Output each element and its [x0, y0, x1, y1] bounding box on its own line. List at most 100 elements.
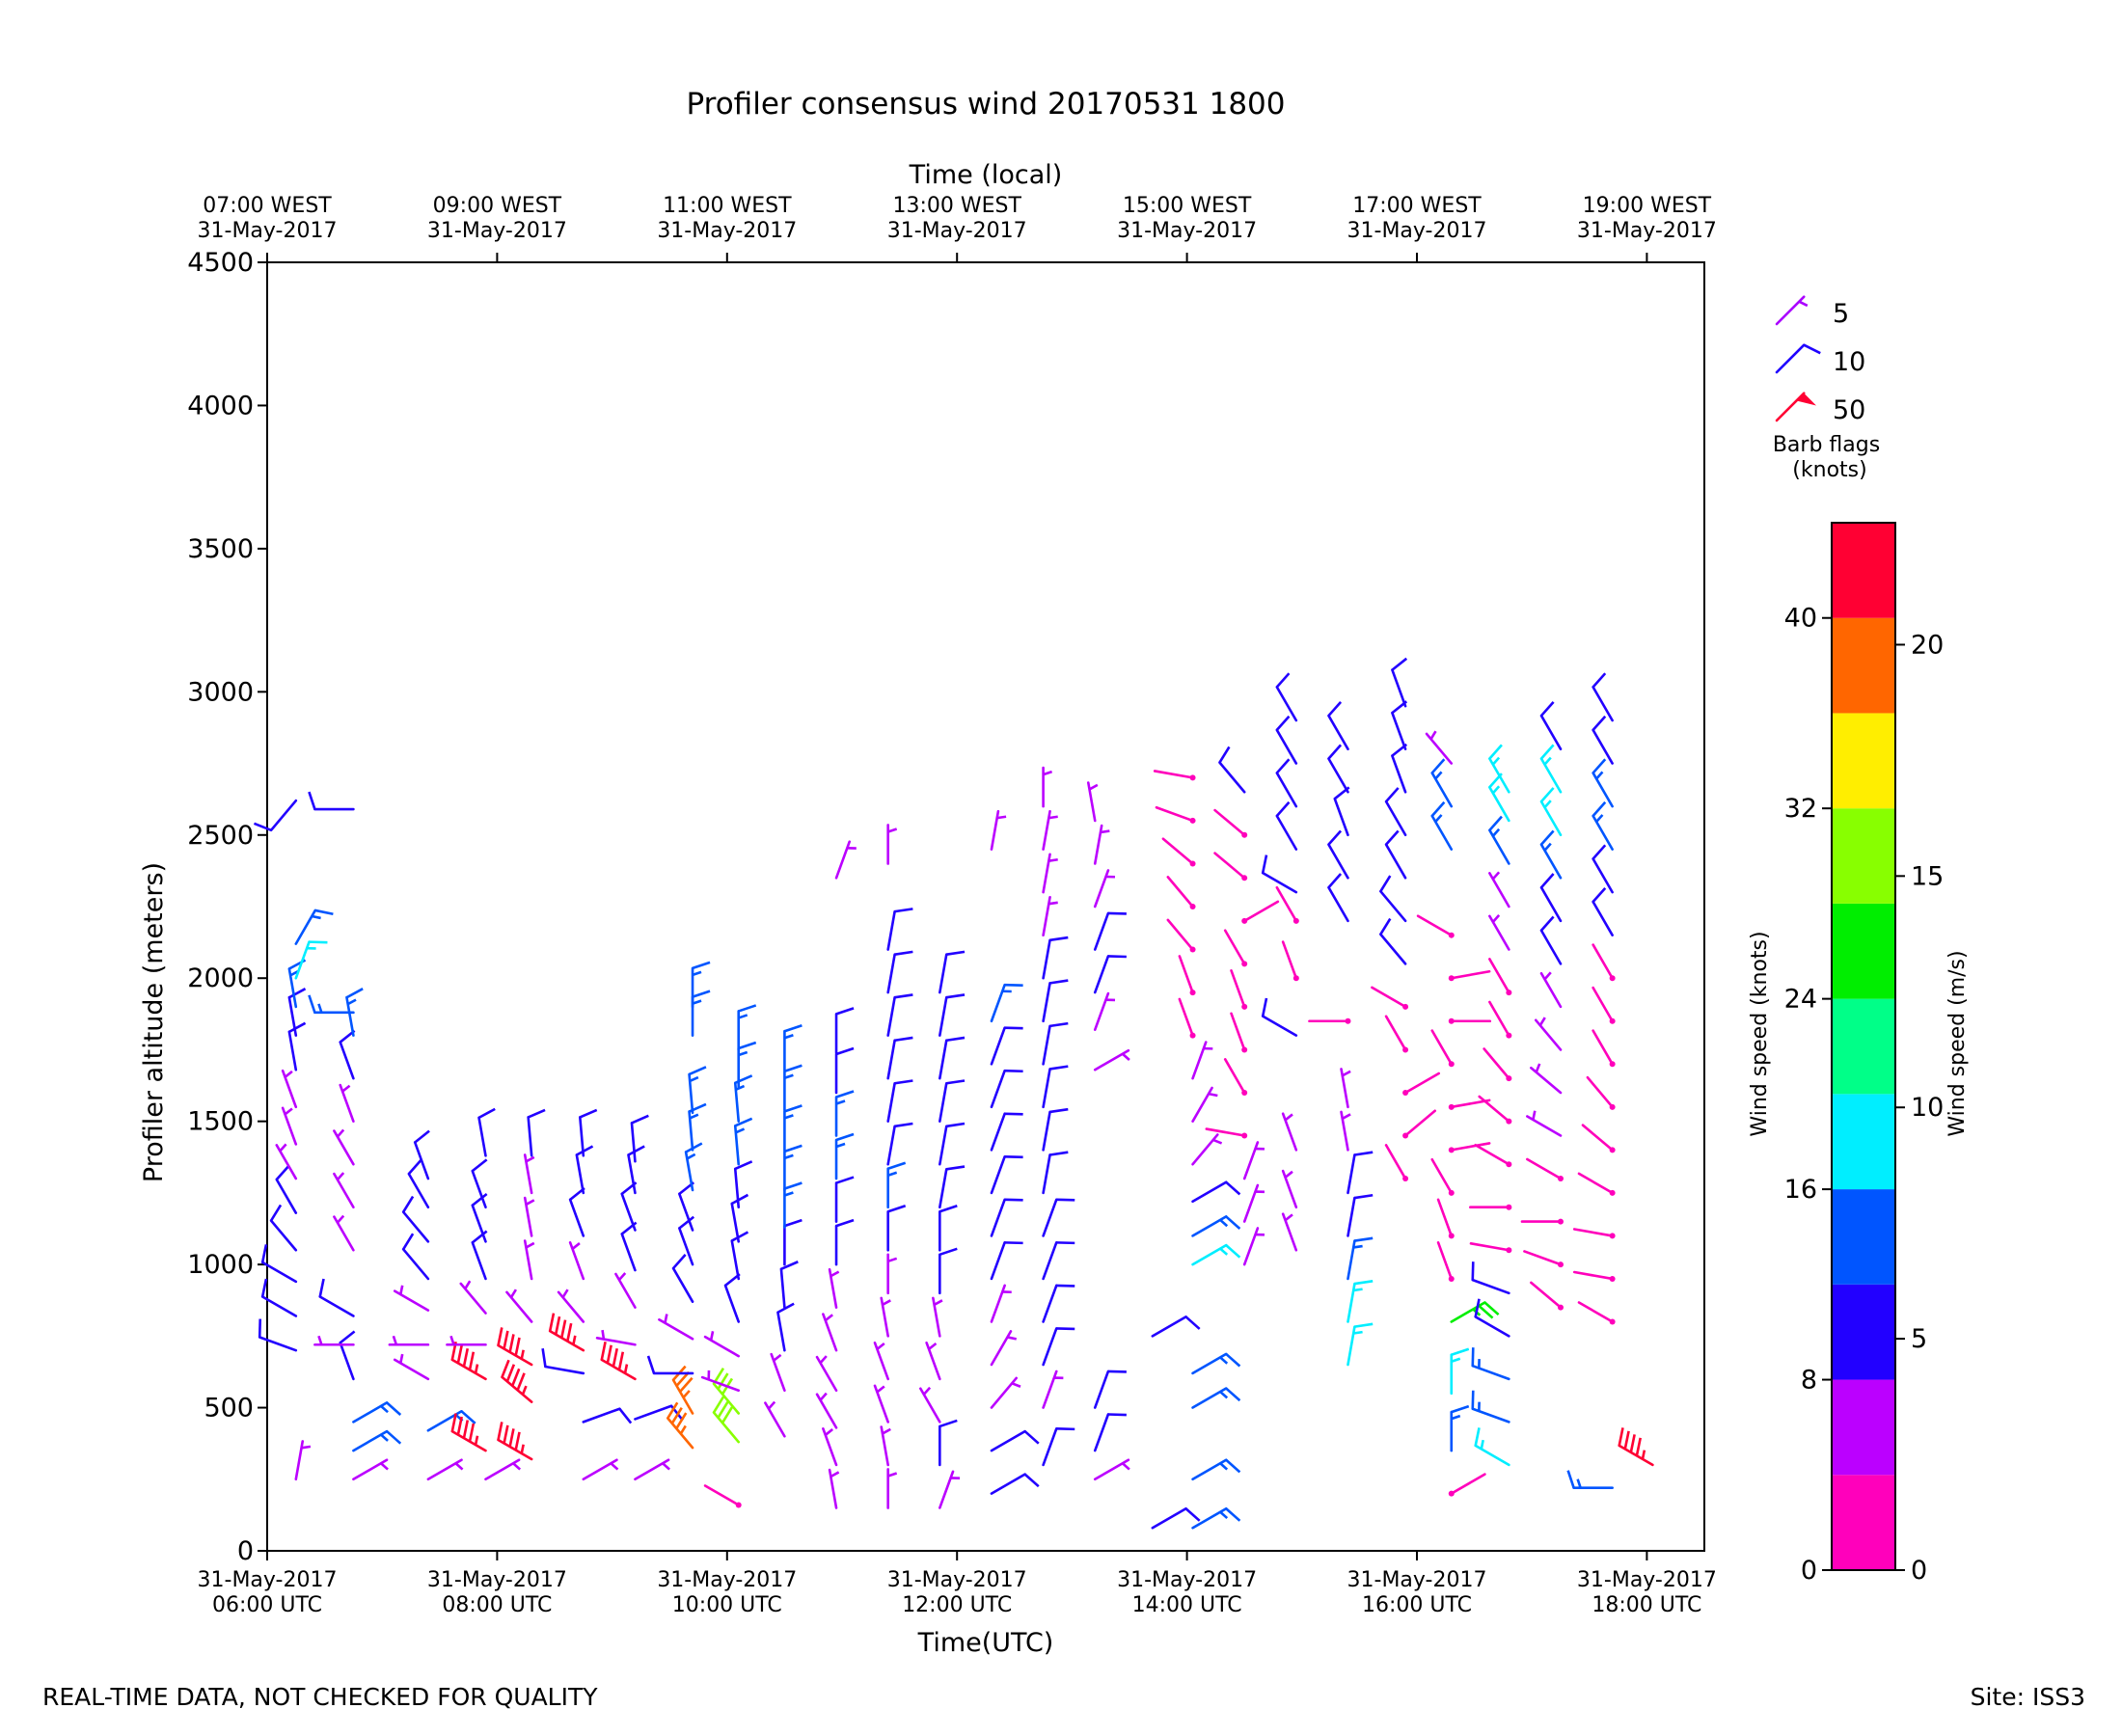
wind-barb — [1586, 1075, 1616, 1110]
barb-half — [679, 1424, 687, 1435]
barb-half — [341, 1084, 351, 1093]
barb-staff — [407, 1172, 430, 1209]
barb-staff — [1436, 1241, 1454, 1281]
wind-barb — [886, 1205, 907, 1252]
barb-full — [738, 1041, 757, 1050]
barb-full — [1107, 955, 1127, 959]
barb-full — [835, 1007, 855, 1016]
wind-barb — [1572, 1228, 1616, 1239]
barb-calm-dot — [1448, 932, 1455, 938]
barb-half — [317, 1003, 323, 1014]
barb-full — [946, 993, 966, 999]
barb-staff — [990, 1112, 1006, 1152]
barb-full — [505, 1364, 516, 1382]
colorbar-bin — [1832, 1379, 1895, 1476]
barb-full — [1275, 715, 1291, 731]
barb-staff — [275, 1178, 298, 1214]
wind-barb — [1448, 1099, 1491, 1110]
barb-staff — [1775, 392, 1806, 422]
barb-full — [541, 1348, 547, 1368]
barb-calm-dot — [1241, 1089, 1248, 1096]
wind-barb — [294, 1440, 312, 1481]
wind-barb — [1241, 900, 1280, 924]
barb-half — [380, 1404, 389, 1414]
barb-calm-dot — [1609, 1233, 1616, 1239]
barb-full — [1385, 829, 1400, 846]
barb-half — [996, 815, 1007, 820]
barb-full — [1184, 1507, 1201, 1522]
barb-half — [336, 1172, 345, 1181]
barb-full — [1451, 1404, 1470, 1414]
barb-staff — [1153, 770, 1194, 779]
wind-barb — [779, 1261, 799, 1309]
barb-legend-label: 50 — [1833, 395, 1865, 425]
barb-half — [1219, 1462, 1229, 1471]
barb-half — [689, 1075, 699, 1083]
barb-full — [783, 1181, 803, 1190]
wind-barb — [333, 1128, 355, 1166]
colorbar-tick-label-ms: 10 — [1911, 1093, 1944, 1123]
wind-barb — [1391, 743, 1408, 794]
wind-barb — [388, 1335, 430, 1346]
barb-full — [1261, 854, 1268, 874]
barb-half — [876, 1342, 885, 1350]
wind-barb — [873, 1384, 889, 1424]
barb-full — [386, 1401, 402, 1416]
wind-barb — [393, 1353, 430, 1381]
x-tick-label-date: 31-May-2017 — [657, 1568, 797, 1592]
barb-full — [1471, 1347, 1475, 1367]
barb-staff — [1581, 1124, 1614, 1152]
wind-barb — [873, 1341, 889, 1381]
colorbar-tick-label-knots: 24 — [1784, 985, 1817, 1015]
wind-barb — [1384, 829, 1407, 880]
barb-half — [1284, 1113, 1293, 1122]
wind-barb — [471, 1158, 488, 1209]
barb-half — [1595, 771, 1604, 780]
barb-half — [571, 1242, 581, 1250]
barb-half — [380, 1462, 389, 1471]
wind-barb — [333, 1214, 355, 1252]
barb-staff — [1488, 958, 1510, 994]
wind-barb — [1161, 837, 1196, 867]
wind-barb — [1534, 1017, 1563, 1051]
barb-full — [1275, 800, 1291, 817]
barb-staff — [269, 799, 298, 832]
wind-barb — [1042, 1284, 1075, 1323]
colorbar-label-ms: Wind speed (m/s) — [1945, 950, 1970, 1136]
barb-full — [253, 822, 272, 832]
wind-barb — [318, 1278, 355, 1317]
wind-barb — [1592, 800, 1614, 851]
wind-barb — [1261, 997, 1298, 1037]
barb-full — [471, 1230, 488, 1244]
barb-full — [462, 1420, 470, 1439]
barb-full — [501, 1359, 510, 1378]
barb-legend-title: Barb flags (knots) — [1773, 433, 1887, 482]
barb-full — [1327, 873, 1343, 889]
barb-staff — [269, 1219, 298, 1252]
barb-staff — [1333, 797, 1349, 837]
wind-barb — [1166, 918, 1196, 953]
wind-barb — [834, 1132, 855, 1180]
x-tick-label-time: 16:00 UTC — [1362, 1593, 1472, 1617]
wind-barb — [834, 1007, 855, 1054]
wind-barb — [828, 1468, 840, 1509]
barb-half — [474, 1435, 479, 1446]
barb-full — [1488, 815, 1503, 831]
barb-calm-dot — [1506, 1247, 1512, 1254]
barb-full — [1430, 758, 1446, 774]
wind-barb — [1592, 1029, 1616, 1068]
barb-half — [520, 1349, 525, 1360]
barb-half — [735, 1127, 746, 1134]
barb-full — [1056, 1198, 1075, 1202]
barb-full — [1107, 1370, 1127, 1373]
barb-half — [525, 1199, 535, 1207]
barb-half — [512, 1462, 522, 1471]
barb-full — [1540, 701, 1555, 717]
colorbar-bin — [1832, 1189, 1895, 1285]
barb-full — [946, 1165, 966, 1171]
wind-barb — [1093, 911, 1127, 951]
barb-full — [1004, 1198, 1023, 1202]
barb-full — [776, 1302, 795, 1314]
wind-barb — [886, 1036, 913, 1080]
